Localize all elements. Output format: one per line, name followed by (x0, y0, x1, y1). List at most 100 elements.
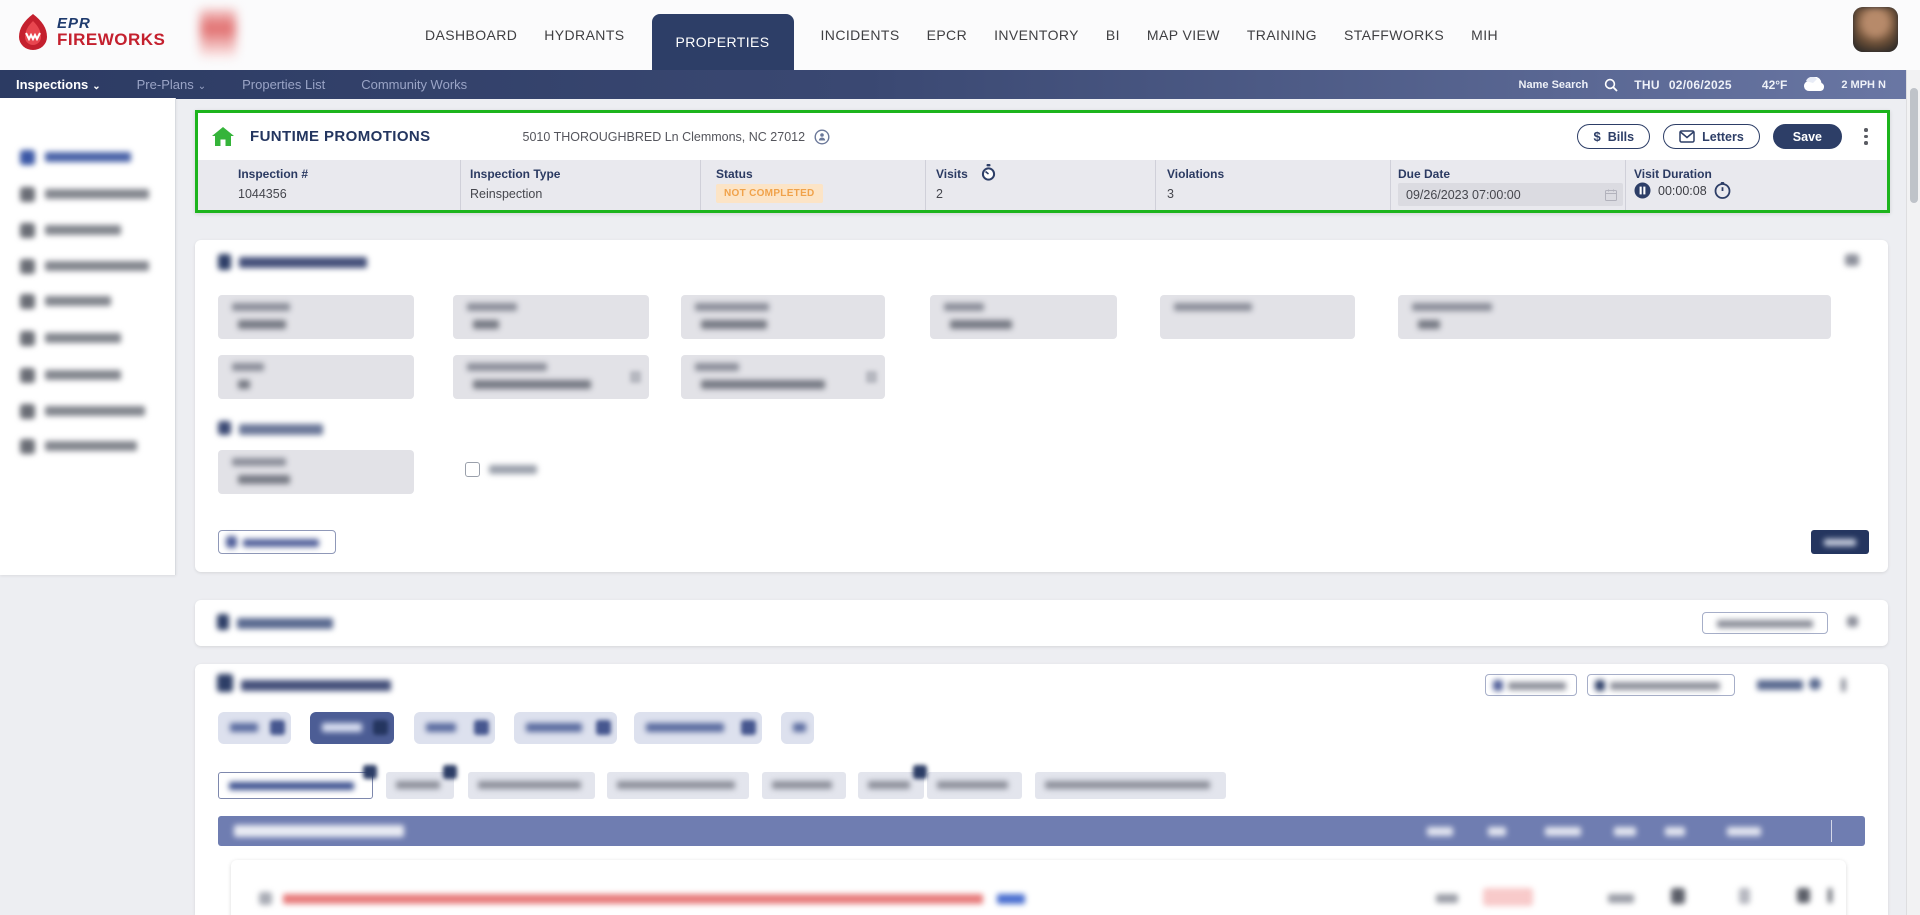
blurred-field[interactable] (218, 355, 414, 399)
nav-incidents[interactable]: INCIDENTS (820, 27, 900, 43)
stopwatch-icon[interactable] (980, 164, 997, 182)
blurred-chip-8[interactable] (1035, 772, 1226, 799)
blurred-field[interactable] (453, 355, 649, 399)
due-date-input[interactable]: 09/26/2023 07:00:00 (1398, 183, 1623, 206)
blurred-tab-1[interactable] (218, 712, 291, 744)
home-icon[interactable] (212, 127, 234, 146)
blurred-field[interactable] (1160, 295, 1355, 339)
blurred-field[interactable] (218, 295, 414, 339)
stopwatch-icon[interactable] (1714, 182, 1731, 199)
scrollbar-thumb[interactable] (1910, 88, 1918, 203)
sidebar-icon (20, 149, 35, 165)
name-search-label[interactable]: Name Search (1518, 78, 1589, 91)
sidebar-item-3[interactable] (20, 221, 121, 239)
row-icon[interactable] (259, 892, 272, 905)
day-label: THU (1634, 77, 1660, 92)
avatar-photo (1853, 7, 1898, 52)
sidebar-item-6[interactable] (20, 329, 121, 347)
kebab-menu-icon[interactable] (1859, 127, 1873, 147)
nav-map-view[interactable]: MAP VIEW (1146, 27, 1220, 43)
sidebar-item-5[interactable] (20, 292, 111, 310)
kebab-menu-icon[interactable] (1828, 888, 1832, 903)
nav-training[interactable]: TRAINING (1246, 27, 1317, 43)
blurred-link[interactable] (997, 894, 1025, 904)
blurred-outline-button[interactable] (1485, 674, 1577, 696)
subnav-community-works[interactable]: Community Works (361, 77, 468, 92)
nav-hydrants[interactable]: HYDRANTS (544, 27, 625, 43)
blurred-field[interactable] (1398, 295, 1831, 339)
nav-mih[interactable]: MIH (1471, 27, 1499, 43)
blurred-outline-button[interactable] (218, 530, 336, 554)
streetview-icon[interactable] (814, 128, 830, 145)
row-action-icon[interactable] (1671, 888, 1685, 904)
subnav-pre-plans[interactable]: Pre-Plans ⌄ (136, 77, 207, 92)
checkbox[interactable] (465, 462, 480, 477)
sidebar-item-2[interactable] (20, 185, 149, 203)
nav-properties[interactable]: PROPERTIES (651, 14, 794, 70)
page-scrollbar[interactable] (1906, 70, 1920, 915)
blurred-tab-4[interactable] (514, 712, 617, 744)
blurred-tab-2-selected[interactable] (310, 712, 394, 744)
divider (925, 160, 926, 210)
due-date-label: Due Date (1398, 167, 1451, 181)
sidebar-item-1-active[interactable] (20, 148, 131, 166)
bills-button[interactable]: $ Bills (1577, 124, 1651, 149)
blurred-label (45, 406, 145, 416)
blurred-search-label[interactable] (1757, 680, 1803, 690)
visits-label: Visits (936, 167, 968, 181)
expand-icon[interactable] (1845, 254, 1859, 266)
nav-inventory[interactable]: INVENTORY (994, 27, 1079, 43)
top-header: EPR FIREWORKS DASHBOARD HYDRANTS PROPERT… (0, 0, 1920, 70)
pause-icon[interactable] (1634, 182, 1651, 199)
sidebar-item-7[interactable] (20, 366, 121, 384)
blurred-label (45, 370, 121, 380)
subnav-inspections[interactable]: Inspections ⌄ (16, 77, 101, 92)
logo-text-fireworks: FIREWORKS (57, 30, 166, 49)
blurred-field[interactable] (930, 295, 1117, 339)
visit-duration-row: 00:00:08 (1634, 182, 1731, 199)
blurred-chip-4[interactable] (607, 772, 749, 799)
blurred-button-label (243, 539, 319, 547)
nav-epcr[interactable]: EPCR (926, 27, 968, 43)
visit-duration-label: Visit Duration (1634, 167, 1712, 181)
row-action-icon[interactable] (1739, 888, 1750, 904)
kebab-menu-icon[interactable] (1841, 678, 1846, 692)
subnav-properties-list[interactable]: Properties List (242, 77, 326, 92)
nav-bi[interactable]: BI (1105, 27, 1120, 43)
blurred-chip-1-selected[interactable] (218, 772, 373, 799)
chip-badge (363, 765, 377, 779)
blurred-field[interactable] (681, 295, 885, 339)
sidebar-icon (20, 222, 35, 238)
nav-staffworks[interactable]: STAFFWORKS (1343, 27, 1445, 43)
blurred-field[interactable] (218, 450, 414, 494)
blurred-field[interactable] (453, 295, 649, 339)
inspection-number-label: Inspection # (238, 167, 309, 181)
blurred-primary-button[interactable] (1811, 530, 1869, 554)
letters-button[interactable]: Letters (1663, 124, 1760, 149)
search-icon[interactable] (1809, 678, 1821, 690)
blurred-outline-button[interactable] (1587, 674, 1735, 696)
user-avatar[interactable] (1853, 7, 1898, 52)
save-button[interactable]: Save (1772, 124, 1842, 149)
blurred-tab-3[interactable] (414, 712, 495, 744)
calendar-icon (1605, 189, 1617, 201)
blurred-chip-5[interactable] (762, 772, 846, 799)
expand-icon[interactable] (1847, 616, 1858, 627)
blurred-label (45, 261, 149, 271)
blurred-tab-6[interactable] (781, 712, 814, 744)
search-icon[interactable] (1604, 78, 1618, 92)
blurred-field[interactable] (681, 355, 885, 399)
blurred-outline-button[interactable] (1702, 612, 1828, 634)
sidebar-item-9[interactable] (20, 437, 137, 455)
blurred-chip-7[interactable] (927, 772, 1022, 799)
divider (1831, 820, 1832, 842)
row-action-icon[interactable] (1797, 888, 1810, 903)
sidebar-item-8[interactable] (20, 402, 145, 420)
nav-dashboard[interactable]: DASHBOARD (425, 27, 518, 43)
blurred-tab-5[interactable] (634, 712, 762, 744)
chip-badge (443, 765, 457, 779)
blurred-chip-2[interactable] (386, 772, 454, 799)
blurred-chip-3[interactable] (468, 772, 595, 799)
sidebar-item-4[interactable] (20, 257, 149, 275)
sidebar-icon (20, 330, 35, 346)
